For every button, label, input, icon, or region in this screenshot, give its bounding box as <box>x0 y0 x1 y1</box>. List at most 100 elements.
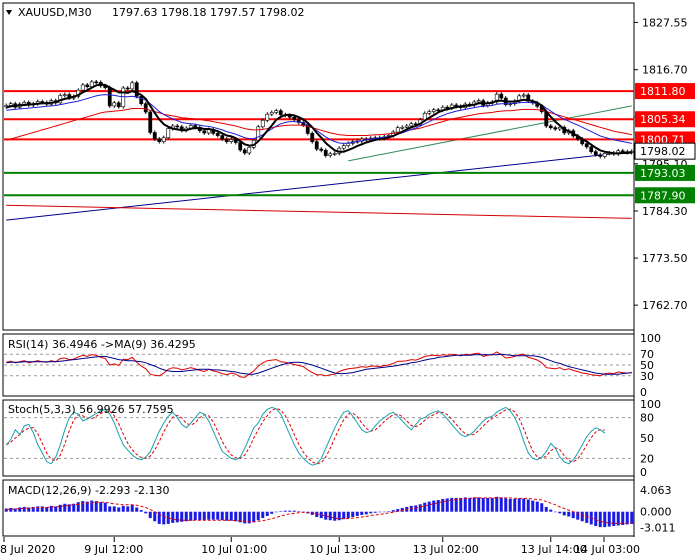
candle-body <box>521 94 526 97</box>
macd-bar <box>85 501 89 512</box>
macd-bar <box>382 511 386 513</box>
macd-bar <box>571 511 575 519</box>
ma-red-line <box>6 108 632 141</box>
candle-body <box>584 143 589 148</box>
candle-body <box>242 149 247 154</box>
macd-bar <box>202 511 206 521</box>
macd-bar <box>360 511 364 515</box>
macd-bar <box>18 507 22 512</box>
candle-body <box>310 133 315 142</box>
macd-bar <box>486 497 490 512</box>
stoch-k-line <box>5 406 606 466</box>
candle-body <box>265 113 270 121</box>
rsi-label: RSI(14) 36.4946 ->MA(9) 36.4295 <box>8 338 196 351</box>
macd-bar <box>346 511 350 519</box>
candle-body <box>278 110 283 115</box>
candle-body <box>319 148 324 151</box>
macd-tick-label: 4.063 <box>640 484 672 497</box>
candle-body <box>85 84 90 88</box>
candle-body <box>134 82 139 97</box>
candle-body <box>274 110 279 113</box>
candle-body <box>148 111 153 133</box>
macd-bar <box>558 511 562 514</box>
candle-body <box>8 103 13 106</box>
macd-bar <box>472 497 476 512</box>
macd-bar <box>45 506 49 512</box>
macd-bar <box>441 498 445 512</box>
macd-bar <box>229 511 233 521</box>
stoch-tick-label: 100 <box>640 398 661 411</box>
chart-title: XAUUSD,M30 <box>18 6 92 19</box>
trendline <box>6 204 632 219</box>
macd-bar <box>337 511 341 521</box>
macd-bar <box>603 511 607 528</box>
macd-bar <box>432 500 436 512</box>
macd-bar <box>135 507 139 512</box>
macd-bar <box>265 511 269 516</box>
macd-bar <box>40 506 44 512</box>
macd-bar <box>540 503 544 512</box>
macd-bar <box>54 506 58 512</box>
trendline <box>348 105 632 162</box>
macd-bar <box>63 503 67 512</box>
macd-bar <box>72 503 76 512</box>
macd-bar <box>243 511 247 524</box>
macd-bar <box>423 502 427 512</box>
macd-bar <box>504 498 508 512</box>
macd-bar <box>621 511 625 525</box>
macd-bar <box>283 510 287 512</box>
macd-bar <box>607 511 611 527</box>
macd-bar <box>157 511 161 524</box>
macd-bar <box>450 497 454 512</box>
macd-bar <box>400 508 404 512</box>
macd-bar <box>616 511 620 526</box>
macd-bar <box>36 506 40 512</box>
candle-body <box>139 96 144 105</box>
level-label-box <box>635 111 695 128</box>
macd-bar <box>189 511 193 521</box>
macd-bar <box>270 511 274 514</box>
macd-bar <box>13 508 17 512</box>
macd-bar <box>112 506 116 512</box>
rsi-line <box>6 351 632 378</box>
price-tick-label: 1816.70 <box>642 64 688 77</box>
macd-bar <box>130 504 134 512</box>
level-label-box <box>635 83 695 100</box>
stoch-label: Stoch(5,3,3) 56.9926 57.7595 <box>8 403 174 416</box>
candle-body <box>269 112 274 115</box>
macd-tick-label: -3.011 <box>640 522 675 535</box>
candle-body <box>332 153 337 155</box>
macd-bar <box>76 502 80 512</box>
x-tick-label: 10 Jul 13:00 <box>309 543 375 556</box>
candle-body <box>548 125 553 128</box>
candle-body <box>427 111 432 114</box>
candle-body <box>593 151 598 156</box>
candle-body <box>152 132 157 140</box>
candle-body <box>166 128 171 139</box>
macd-bar <box>297 511 301 512</box>
macd-bar <box>175 511 179 523</box>
candle-body <box>116 102 121 108</box>
candle-body <box>553 127 558 130</box>
ma-blue-line <box>6 94 632 144</box>
macd-bar <box>490 497 494 512</box>
macd-bar <box>463 497 467 512</box>
macd-bar <box>495 496 499 512</box>
macd-bar <box>373 511 377 513</box>
candle-body <box>323 150 328 156</box>
candle-body <box>238 142 243 151</box>
x-tick-label: 14 Jul 03:00 <box>574 543 640 556</box>
macd-bar <box>454 497 458 512</box>
level-label-box <box>635 187 695 204</box>
macd-bar <box>27 507 31 512</box>
candle-body <box>229 139 234 142</box>
macd-bar <box>355 511 359 516</box>
macd-bar <box>148 511 152 519</box>
macd-bar <box>315 511 319 518</box>
current-price-label: 1798.02 <box>640 145 686 158</box>
macd-bar <box>225 511 229 521</box>
macd-bar <box>531 500 535 512</box>
stoch-d-line <box>6 407 605 465</box>
macd-bar <box>198 511 202 521</box>
